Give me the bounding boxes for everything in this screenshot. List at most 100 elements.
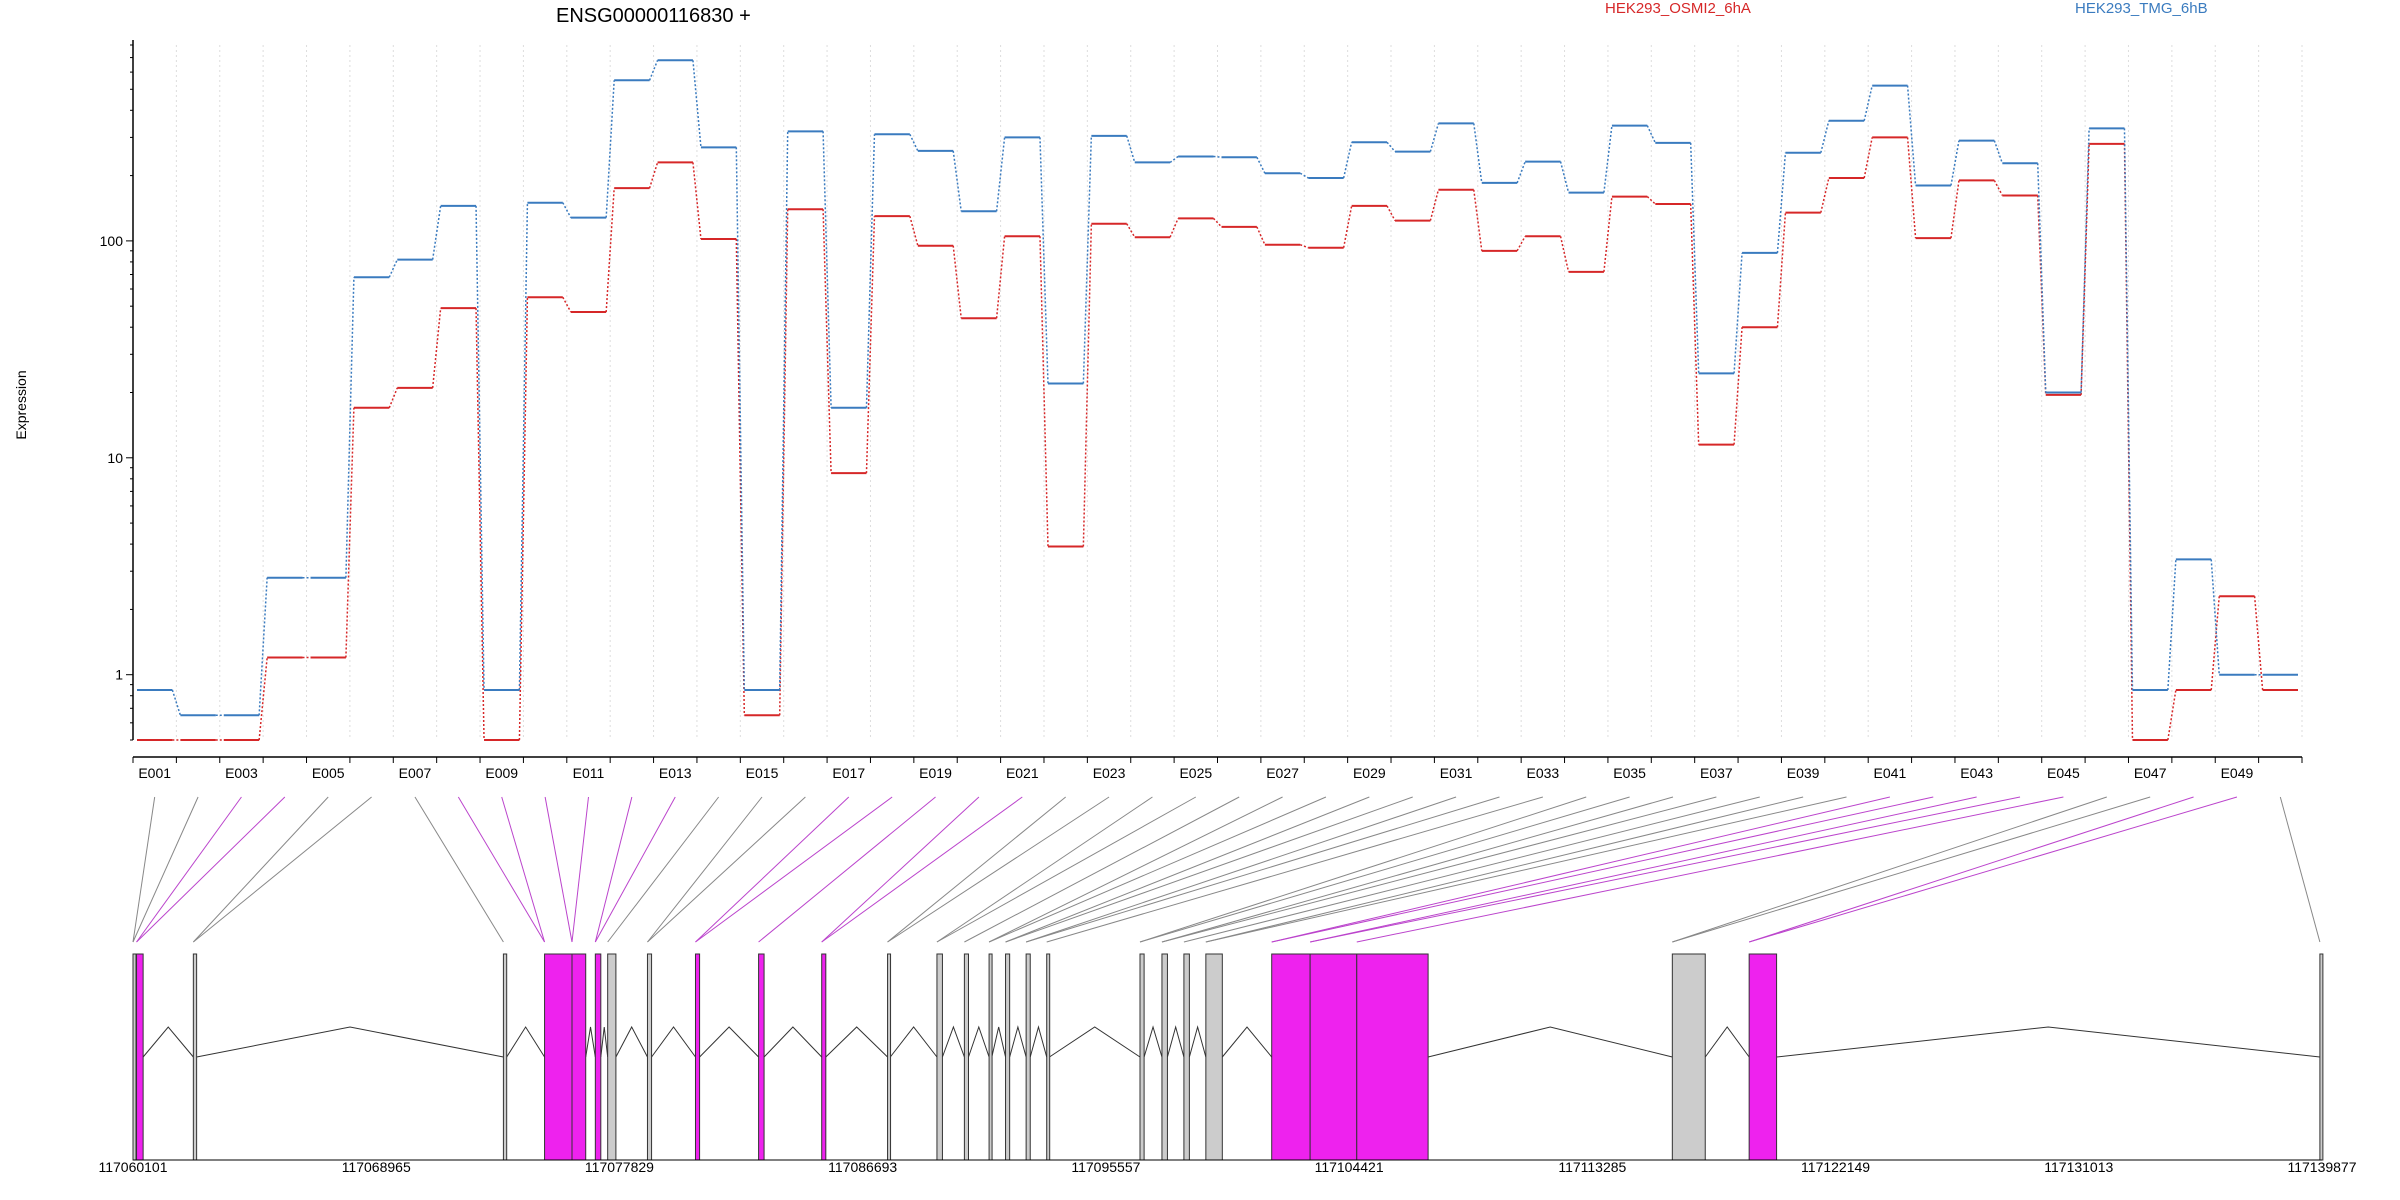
grid-lines (132, 45, 2303, 740)
exon-connector (1310, 796, 2021, 943)
x-tick-label: E011 (573, 765, 605, 781)
transition-line (258, 657, 268, 741)
transition-line (778, 209, 789, 716)
transition-line (605, 80, 615, 218)
x-tick-label: E031 (1440, 765, 1473, 781)
transition-line (648, 162, 659, 189)
x-tick-label: E037 (1700, 765, 1733, 781)
transition-line (648, 60, 659, 81)
exon-connector (936, 796, 1197, 943)
exon-connector (1271, 796, 1934, 943)
transition-line (1906, 137, 1917, 239)
intron-line (1009, 1025, 1027, 1058)
transition-line (1516, 235, 1526, 252)
x-tick-label: E047 (2134, 765, 2167, 781)
x-tick-label: E023 (1093, 765, 1126, 781)
intron-line (142, 1026, 194, 1058)
transition-line (605, 188, 615, 313)
transition-line (562, 296, 572, 313)
transition-line (1082, 135, 1093, 384)
exon-connector (1748, 796, 2194, 943)
axes: 1 10 100 E001 E003 E005 E007 E009 E011 E013 E015 E0… (100, 40, 2303, 781)
series-osmi (137, 136, 2298, 741)
x-tick-label: E005 (312, 765, 345, 781)
exon-block (132, 953, 137, 1161)
exon-block (821, 953, 827, 1161)
transition-line (1256, 226, 1266, 246)
exon-block (1271, 953, 1311, 1161)
intron-line (506, 1026, 545, 1058)
transition-line (778, 131, 789, 691)
transition-line (822, 209, 832, 474)
transition-line (388, 259, 398, 278)
exon-block (1046, 953, 1051, 1161)
exon-connector (136, 796, 286, 943)
transition-line (431, 205, 442, 260)
transition-line (388, 387, 398, 409)
transition-line (1733, 252, 1743, 374)
transition-line (518, 202, 529, 691)
intron-line (1143, 1025, 1163, 1058)
transition-line (1776, 212, 1787, 328)
exon-block (887, 953, 892, 1161)
transition-line (1429, 123, 1440, 152)
exon-connector (988, 796, 1327, 943)
intron-line (651, 1026, 696, 1058)
intron-line (1049, 1026, 1141, 1058)
exon-block (758, 953, 765, 1161)
exon-block (936, 953, 943, 1161)
transition-line (865, 134, 876, 408)
genomic-position-label: 117060101 (98, 1159, 167, 1175)
genomic-position-label: 117122149 (1801, 1159, 1870, 1175)
x-tick-label: E043 (1960, 765, 1993, 781)
exon-connector (594, 796, 633, 943)
exon-block (1139, 953, 1145, 1161)
exon-connector (1005, 796, 1413, 943)
x-tick-label: E035 (1613, 765, 1646, 781)
exon-block (607, 953, 617, 1161)
exon-block (594, 953, 602, 1161)
x-tick-label: E033 (1526, 765, 1559, 781)
transition-line (1386, 205, 1396, 221)
transition-line (2036, 163, 2047, 393)
transition-line (735, 147, 746, 691)
transition-line (909, 133, 919, 152)
transition-line (692, 60, 702, 148)
transition-line (1126, 223, 1136, 238)
transition-line (1646, 196, 1656, 205)
transition-line (952, 245, 962, 319)
transition-line (2210, 559, 2220, 675)
genomic-position-label: 117113285 (1558, 1159, 1626, 1175)
exon-connector (1139, 796, 1587, 943)
intron-line (825, 1026, 888, 1058)
exon-block (694, 953, 701, 1161)
intron-line (196, 1026, 504, 1058)
exon-connector (695, 796, 850, 943)
transition-line (171, 689, 182, 716)
exon-connector (136, 796, 242, 943)
intron-line (1427, 1026, 1673, 1058)
x-tick-label: E009 (485, 765, 518, 781)
x-tick-label: E045 (2047, 765, 2080, 781)
x-tick-label: E041 (1874, 765, 1907, 781)
exon-connector (936, 796, 1153, 943)
transition-line (1559, 161, 1570, 193)
exon-connector (1205, 796, 1847, 943)
intron-line (600, 1026, 609, 1058)
chart-title: ENSG00000116830 + (556, 5, 751, 27)
transition-line (1299, 244, 1309, 249)
transition-line (1299, 172, 1309, 179)
genomic-position-label: 117068965 (342, 1159, 411, 1175)
x-tick-label: E019 (919, 765, 952, 781)
exon-connector (132, 796, 156, 943)
legend-entry-tmg: HEK293_TMG_6hB (2075, 0, 2208, 17)
exon-connector (988, 796, 1283, 943)
exon-connector (1139, 796, 1630, 943)
exon-connector (1046, 796, 1543, 943)
exon-connector (1749, 796, 2238, 943)
x-tick-label: E049 (2221, 765, 2254, 781)
exon-connector (1161, 796, 1717, 943)
transition-line (1863, 137, 1873, 179)
exon-connector (1356, 796, 2064, 943)
transition-line (909, 215, 919, 246)
